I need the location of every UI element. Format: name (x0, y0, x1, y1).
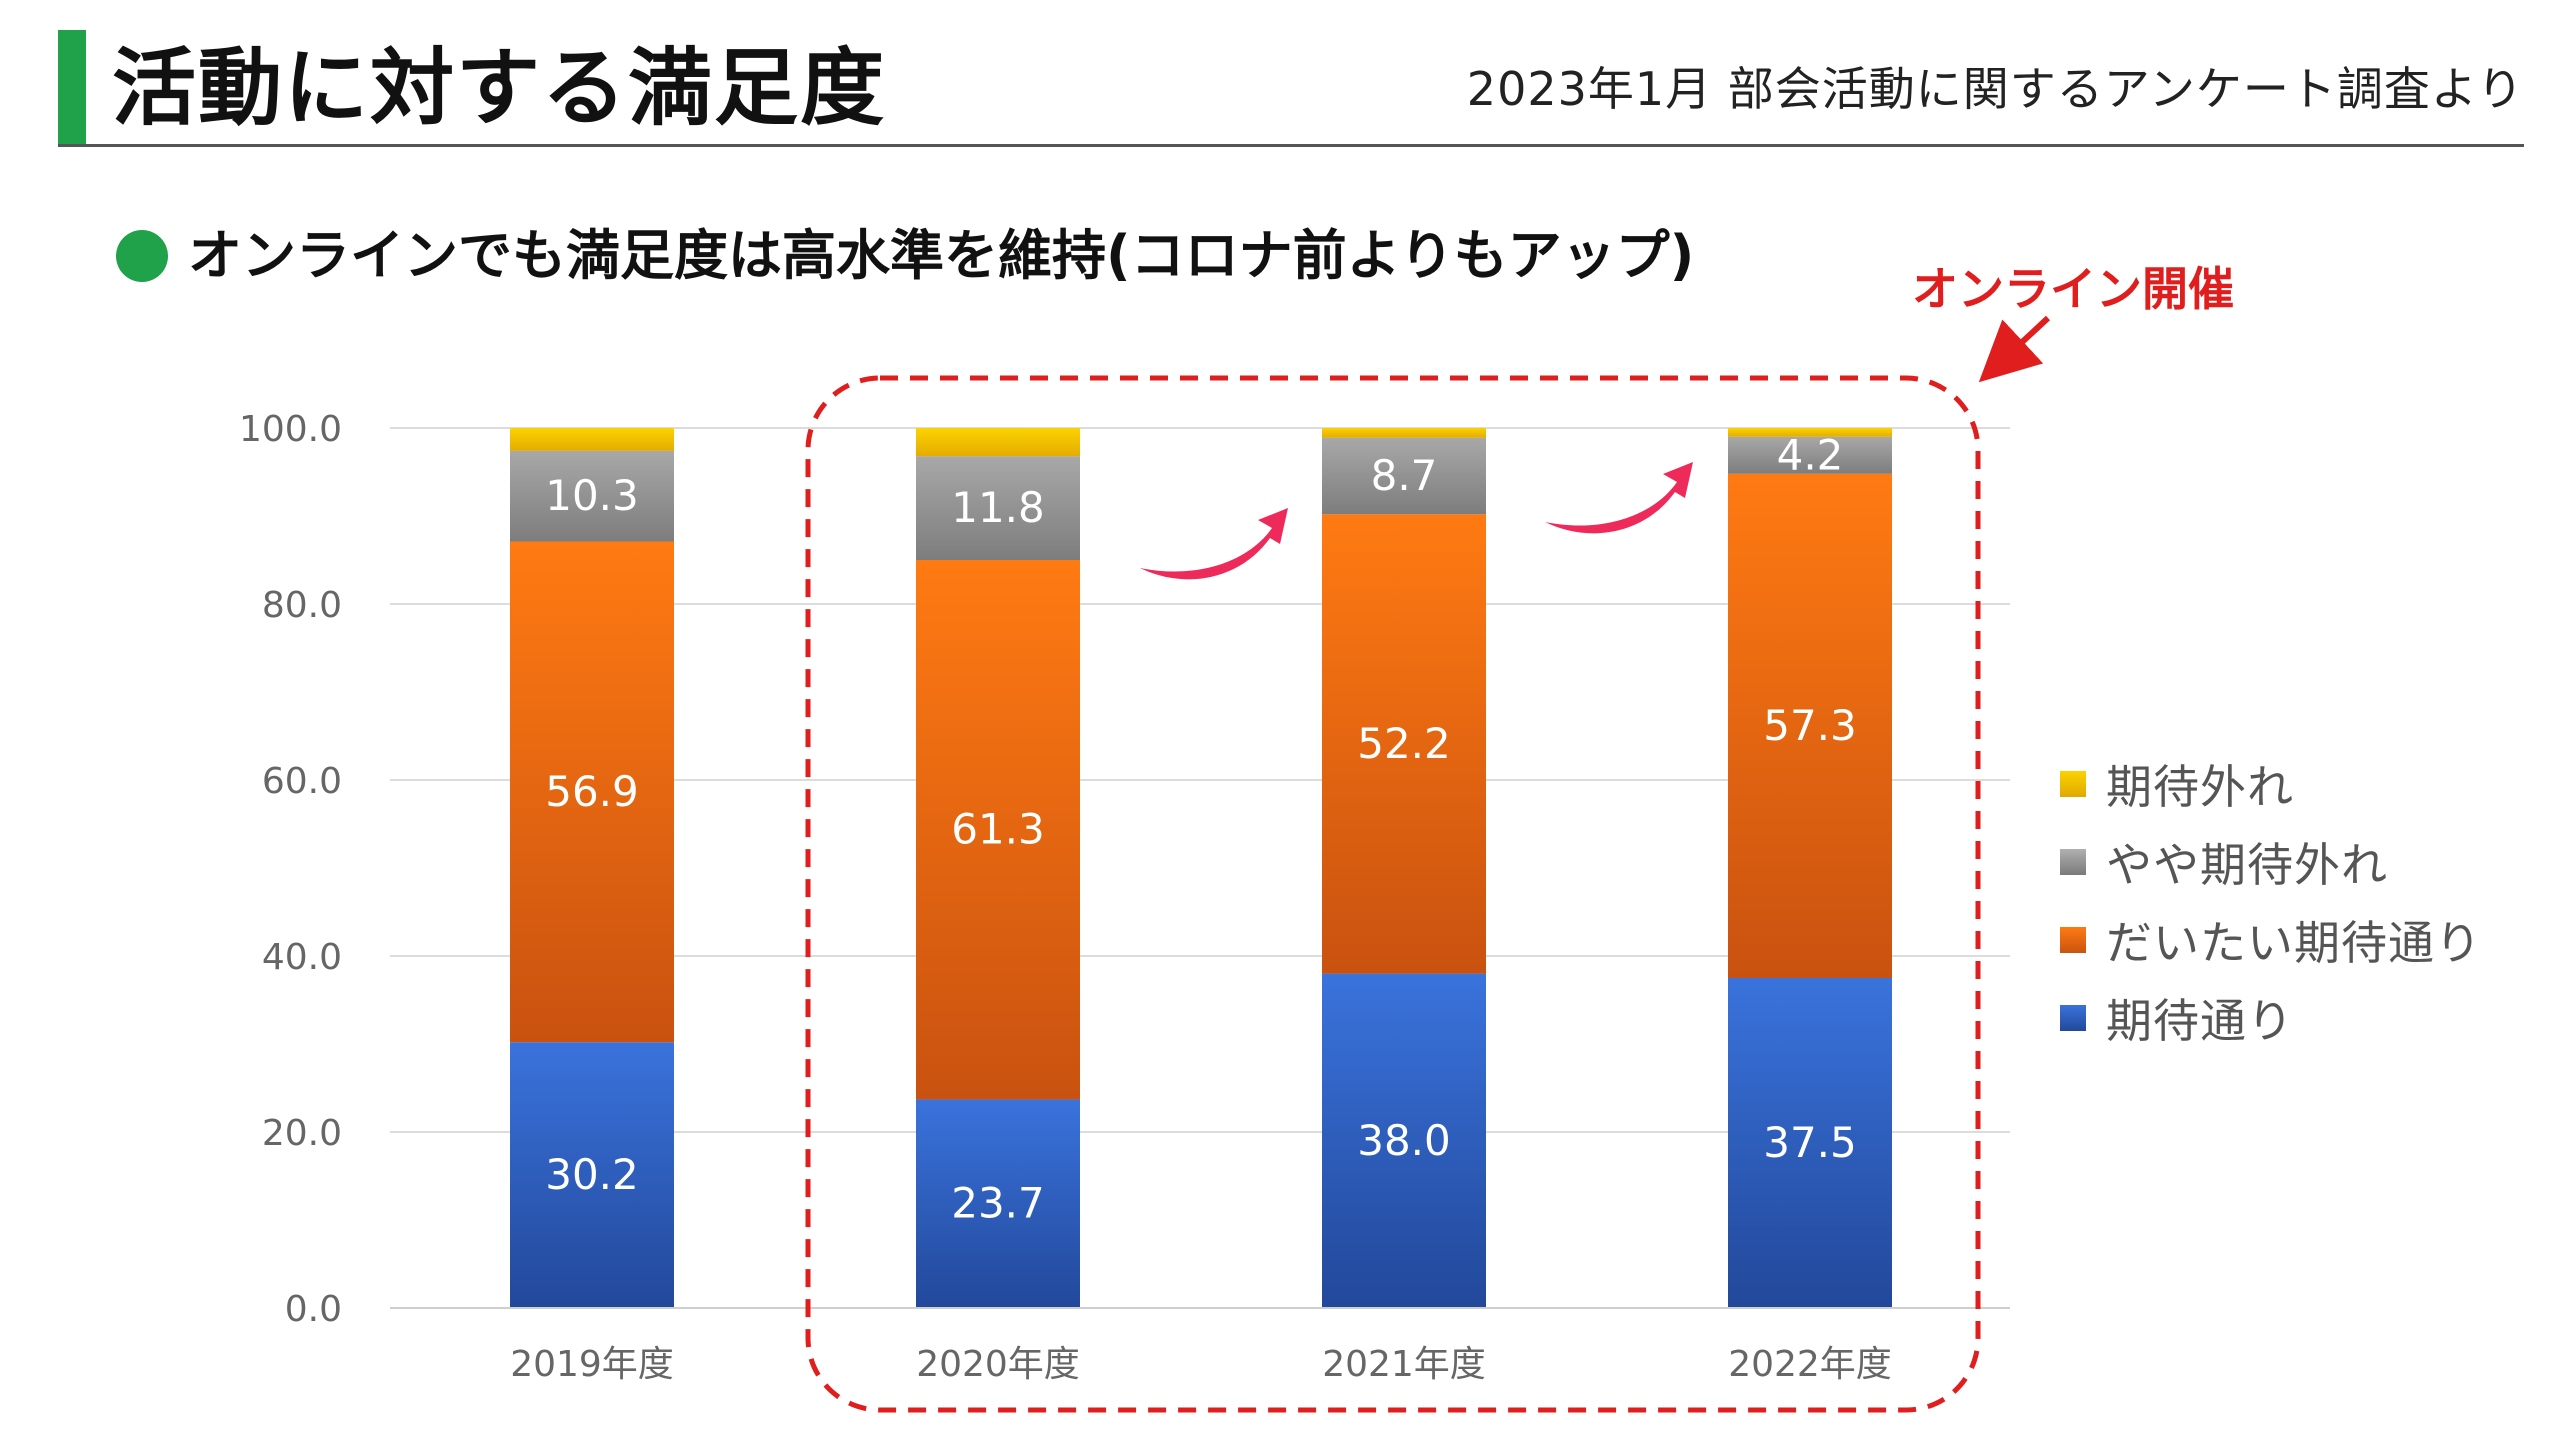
y-tick-label: 80.0 (262, 585, 342, 626)
annotations (805, 315, 2051, 1413)
online-period-label: オンライン開催 (1912, 262, 2234, 316)
data-label: 52.2 (1357, 719, 1451, 768)
legend-item-mostly-as-expected: だいたい期待通り (2060, 901, 2482, 979)
increase-arrow-icon (1545, 462, 1693, 534)
bar-segment (1322, 973, 1486, 1308)
x-tick-label: 2020年度 (916, 1344, 1080, 1385)
bar-segment (1322, 514, 1486, 974)
x-axis: 2019年度 2020年度 2021年度 2022年度 (390, 1307, 2010, 1385)
bars (510, 428, 1892, 1308)
data-label: 11.8 (951, 483, 1045, 532)
online-label-pointer-arrow (1978, 315, 2051, 383)
bar-segment (916, 428, 1080, 457)
legend-item-somewhat-disappointed: やや期待外れ (2060, 823, 2482, 901)
bar-segment (916, 560, 1080, 1100)
bar-segment (510, 541, 674, 1043)
data-label: 56.9 (545, 767, 639, 816)
legend-swatch (2060, 927, 2086, 953)
data-label: 10.3 (545, 471, 639, 520)
y-tick-label: 20.0 (262, 1113, 342, 1154)
legend-swatch (2060, 771, 2086, 797)
bar-segment (1728, 978, 1892, 1308)
chart-subtitle: オンラインでも満足度は高水準を維持(コロナ前よりもアップ) (188, 224, 1695, 287)
data-label: 4.2 (1777, 430, 1844, 479)
bar-segment (916, 1099, 1080, 1308)
bullet-dot-icon (116, 230, 168, 282)
bar-segment (510, 450, 674, 542)
legend-label: やや期待外れ (2106, 838, 2388, 892)
y-tick-label: 40.0 (262, 937, 342, 978)
bar-segment (510, 428, 674, 451)
y-tick-label: 0.0 (285, 1289, 342, 1330)
legend-item-as-expected: 期待通り (2060, 979, 2482, 1057)
y-axis: 0.0 20.0 40.0 60.0 80.0 100.0 (239, 409, 342, 1330)
data-labels: 30.2 56.9 10.3 23.7 61.3 11.8 38.0 52.2 8.7 37.5 5… (545, 430, 1857, 1227)
legend-label: 期待通り (2106, 994, 2294, 1048)
legend-swatch (2060, 849, 2086, 875)
page-title: 活動に対する満足度 (112, 39, 887, 137)
data-label: 30.2 (545, 1150, 639, 1199)
y-tick-label: 60.0 (262, 761, 342, 802)
chart-legend: 期待外れ やや期待外れ だいたい期待通り 期待通り (2060, 745, 2482, 1057)
source-note: 2023年1月 部会活動に関するアンケート調査より (1466, 62, 2524, 116)
x-tick-label: 2019年度 (510, 1344, 674, 1385)
data-label: 37.5 (1763, 1118, 1857, 1167)
increase-arrow-icon (1140, 508, 1288, 580)
title-accent-bar (58, 30, 86, 146)
bar-segment (916, 456, 1080, 560)
bar-segment (1728, 436, 1892, 474)
bar-segment (1728, 428, 1892, 437)
bar-segment (1728, 473, 1892, 978)
y-tick-label: 100.0 (239, 409, 342, 450)
bar-segment (1322, 437, 1486, 515)
data-label: 57.3 (1763, 701, 1857, 750)
online-period-highlight-box (805, 375, 1981, 1413)
bar-segment (510, 1042, 674, 1308)
x-tick-label: 2022年度 (1728, 1344, 1892, 1385)
legend-item-disappointed: 期待外れ (2060, 745, 2482, 823)
bar-segment (1322, 428, 1486, 438)
data-label: 61.3 (951, 805, 1045, 854)
data-label: 38.0 (1357, 1116, 1451, 1165)
legend-label: 期待外れ (2106, 760, 2294, 814)
legend-label: だいたい期待通り (2106, 916, 2482, 970)
data-label: 8.7 (1371, 451, 1438, 500)
data-label: 23.7 (951, 1179, 1045, 1228)
x-tick-label: 2021年度 (1322, 1344, 1486, 1385)
legend-swatch (2060, 1005, 2086, 1031)
title-divider (58, 144, 2524, 147)
